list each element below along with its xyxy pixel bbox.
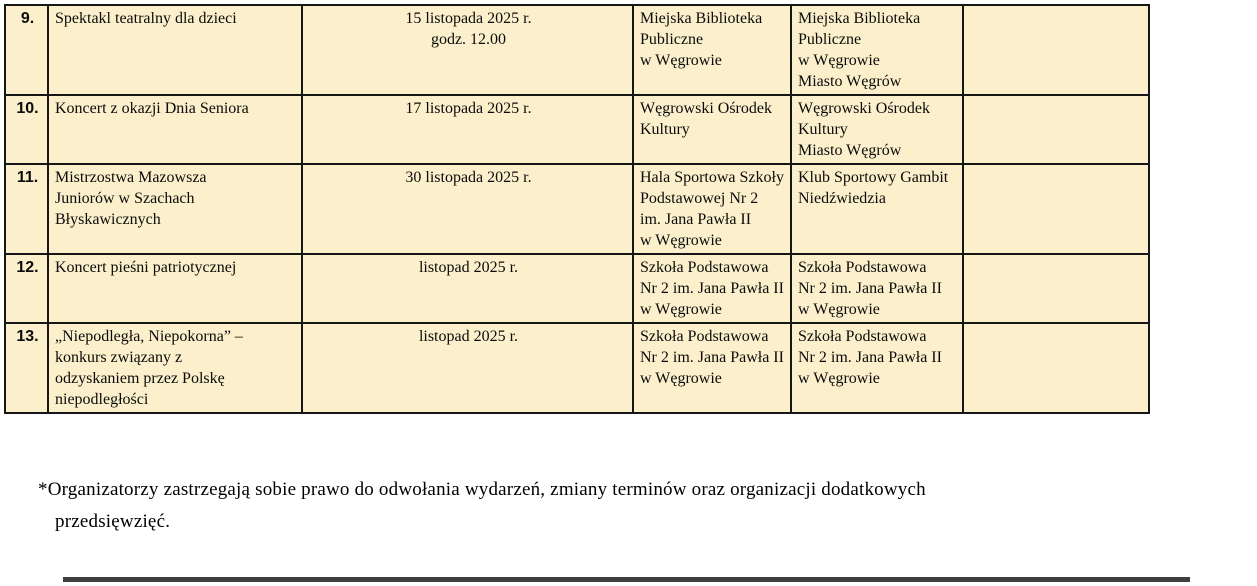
event-organizer-cell: Szkoła Podstawowa Nr 2 im. Jana Pawła II…	[790, 322, 964, 414]
row-number-cell: 9.	[4, 4, 49, 96]
row-number-cell: 11.	[4, 163, 49, 255]
table-row: 11. Mistrzostwa Mazowsza Juniorów w Szac…	[4, 163, 1150, 255]
footnote: *Organizatorzy zastrzegają sobie prawo d…	[38, 474, 926, 538]
row-number-cell: 13.	[4, 322, 49, 414]
event-organizer-cell: Miejska Biblioteka Publiczne w Węgrowie …	[790, 4, 964, 96]
event-venue-cell: Hala Sportowa Szkoły Podstawowej Nr 2 im…	[632, 163, 792, 255]
event-name-cell: Spektakl teatralny dla dzieci	[47, 4, 303, 96]
footnote-line-2: przedsięwzięć.	[55, 511, 171, 532]
event-date-cell: 30 listopada 2025 r.	[301, 163, 634, 255]
table-row: 9. Spektakl teatralny dla dzieci 15 list…	[4, 4, 1150, 96]
event-notes-cell	[962, 253, 1150, 324]
table-row: 12. Koncert pieśni patriotycznej listopa…	[4, 253, 1150, 324]
event-notes-cell	[962, 94, 1150, 165]
horizontal-scrollbar-thumb[interactable]	[63, 577, 1190, 582]
event-venue-cell: Węgrowski Ośrodek Kultury	[632, 94, 792, 165]
event-name-cell: Koncert z okazji Dnia Seniora	[47, 94, 303, 165]
row-number-cell: 12.	[4, 253, 49, 324]
footnote-line-1: *Organizatorzy zastrzegają sobie prawo d…	[38, 479, 926, 500]
event-date-cell: listopad 2025 r.	[301, 322, 634, 414]
event-organizer-cell: Klub Sportowy Gambit Niedźwiedzia	[790, 163, 964, 255]
events-table: 9. Spektakl teatralny dla dzieci 15 list…	[4, 4, 1150, 414]
event-notes-cell	[962, 163, 1150, 255]
event-date-cell: listopad 2025 r.	[301, 253, 634, 324]
event-notes-cell	[962, 4, 1150, 96]
row-number-cell: 10.	[4, 94, 49, 165]
event-venue-cell: Szkoła Podstawowa Nr 2 im. Jana Pawła II…	[632, 253, 792, 324]
event-organizer-cell: Węgrowski Ośrodek Kultury Miasto Węgrów	[790, 94, 964, 165]
table-row: 10. Koncert z okazji Dnia Seniora 17 lis…	[4, 94, 1150, 165]
event-date-cell: 17 listopada 2025 r.	[301, 94, 634, 165]
event-date-cell: 15 listopada 2025 r. godz. 12.00	[301, 4, 634, 96]
event-venue-cell: Miejska Biblioteka Publiczne w Węgrowie	[632, 4, 792, 96]
event-name-cell: Koncert pieśni patriotycznej	[47, 253, 303, 324]
event-organizer-cell: Szkoła Podstawowa Nr 2 im. Jana Pawła II…	[790, 253, 964, 324]
event-name-cell: „Niepodległa, Niepokorna” – konkurs zwią…	[47, 322, 303, 414]
table-row: 13. „Niepodległa, Niepokorna” – konkurs …	[4, 322, 1150, 414]
event-notes-cell	[962, 322, 1150, 414]
event-name-cell: Mistrzostwa Mazowsza Juniorów w Szachach…	[47, 163, 303, 255]
event-venue-cell: Szkoła Podstawowa Nr 2 im. Jana Pawła II…	[632, 322, 792, 414]
